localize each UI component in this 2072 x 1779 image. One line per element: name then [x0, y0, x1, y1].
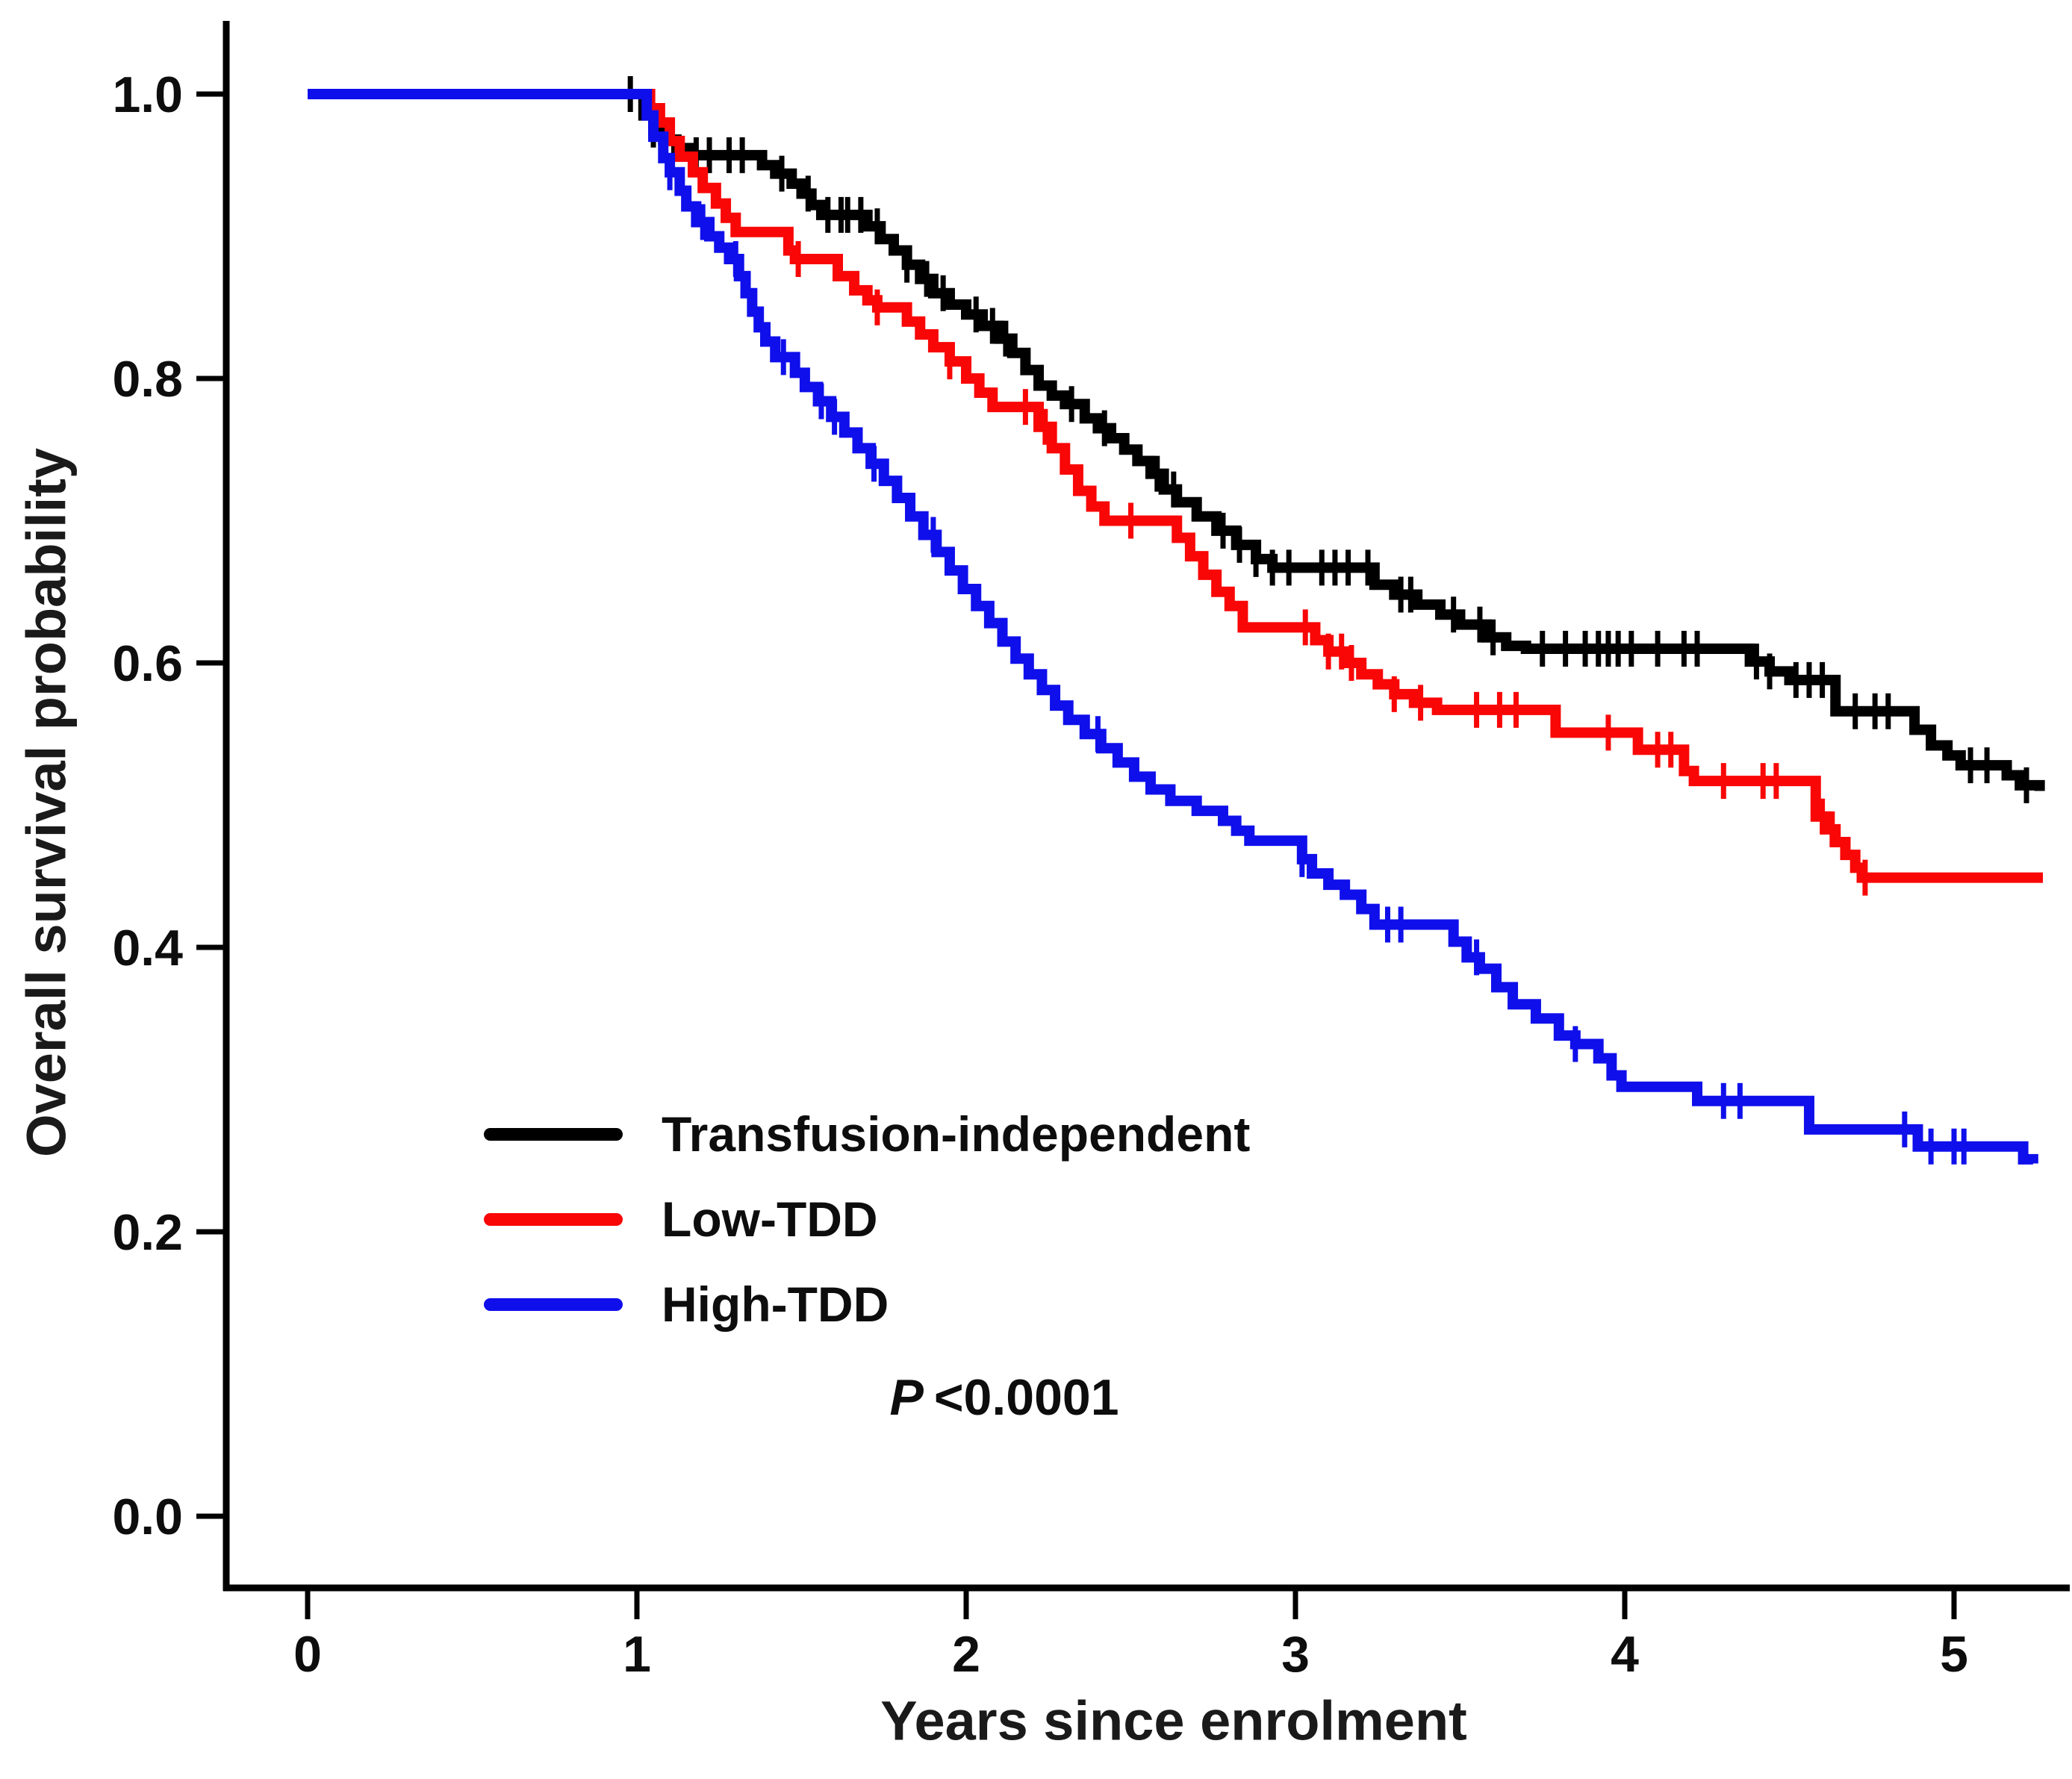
- y-tick-label: 0.6: [112, 635, 183, 692]
- legend-label: High-TDD: [662, 1277, 889, 1332]
- p-value-annotation: P <0.0001: [889, 1368, 1119, 1427]
- y-tick-label: 0.0: [112, 1489, 183, 1545]
- y-axis-label: Overall survival probability: [15, 447, 78, 1158]
- legend-swatch-red-line: [484, 1212, 623, 1226]
- x-axis-label: Years since enrolment: [880, 1689, 1467, 1752]
- legend-swatch-blue-line: [484, 1297, 623, 1311]
- p-value-symbol: P: [889, 1369, 924, 1426]
- km-curve-low-tdd: [308, 89, 2044, 883]
- y-tick-label: 0.8: [112, 351, 183, 408]
- x-tick-label: 3: [1281, 1626, 1310, 1683]
- legend-swatch-black-line: [484, 1127, 623, 1141]
- p-value-number: <0.0001: [933, 1369, 1119, 1426]
- x-tick-label: 1: [623, 1626, 651, 1683]
- x-tick-label: 0: [293, 1626, 322, 1683]
- legend-item-transfusion-independent: Transfusion-independent: [484, 1091, 1250, 1177]
- legend-label: Low-TDD: [662, 1191, 878, 1247]
- y-tick-label: 0.4: [112, 920, 183, 976]
- km-curve-high-tdd: [308, 89, 2038, 1165]
- legend-item-high-tdd: High-TDD: [484, 1262, 1250, 1347]
- y-tick-label: 1.0: [112, 66, 183, 123]
- km-curve-transfusion-independent: [308, 89, 2045, 791]
- x-tick-label: 5: [1940, 1626, 1968, 1683]
- legend: Transfusion-independent Low-TDD High-TDD: [484, 1091, 1250, 1347]
- legend-label: Transfusion-independent: [662, 1106, 1251, 1162]
- y-tick-label: 0.2: [112, 1204, 183, 1261]
- x-tick-label: 4: [1611, 1626, 1639, 1683]
- legend-item-low-tdd: Low-TDD: [484, 1177, 1250, 1262]
- x-tick-label: 2: [952, 1626, 980, 1683]
